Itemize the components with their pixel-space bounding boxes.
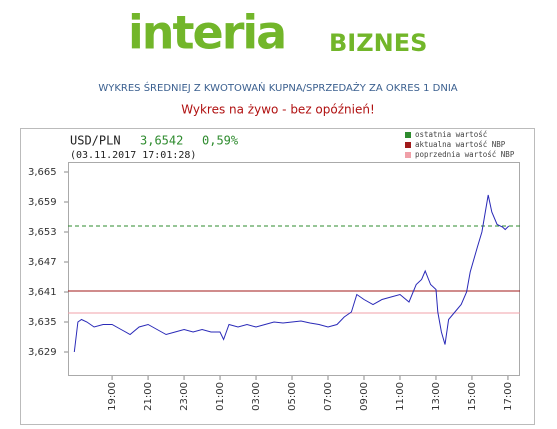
- y-tick-label: 3,641: [28, 287, 57, 298]
- x-tick-label: 07:00: [323, 382, 334, 411]
- plot-area: [68, 162, 520, 376]
- x-tick-label: 17:00: [503, 382, 514, 411]
- x-tick-label: 21:00: [143, 382, 154, 411]
- price-line: [73, 194, 510, 353]
- x-tick-label: 23:00: [179, 382, 190, 411]
- chart-frame: [20, 128, 535, 425]
- y-tick-label: 3,647: [28, 257, 57, 268]
- x-tick-label: 13:00: [431, 382, 442, 411]
- x-tick-label: 03:00: [251, 382, 262, 411]
- quote: 3,6542: [140, 134, 183, 148]
- y-tick-label: 3,665: [28, 167, 57, 178]
- logo: interia: [128, 6, 285, 60]
- x-tick-label: 01:00: [215, 382, 226, 411]
- legend-swatch: [405, 152, 411, 158]
- y-tick-label: 3,635: [28, 317, 57, 328]
- x-tick-label: 15:00: [467, 382, 478, 411]
- live-notice: Wykres na żywo - bez opóźnień!: [181, 103, 375, 117]
- x-tick-label: 19:00: [107, 382, 118, 411]
- x-tick-label: 09:00: [359, 382, 370, 411]
- legend-swatch: [405, 132, 411, 138]
- y-tick-label: 3,629: [28, 347, 57, 358]
- y-tick-label: 3,653: [28, 227, 57, 238]
- chart-title: USD/PLN: [70, 134, 121, 148]
- legend-label: poprzednia wartość NBP: [415, 150, 515, 159]
- timestamp: (03.11.2017 17:01:28): [70, 150, 196, 161]
- legend-label: ostatnia wartość: [415, 130, 487, 139]
- logo-section: BIZNES: [329, 29, 427, 57]
- x-tick-label: 11:00: [395, 382, 406, 411]
- x-tick-label: 05:00: [287, 382, 298, 411]
- subtitle: WYKRES ŚREDNIEJ Z KWOTOWAŃ KUPNA/SPRZEDA…: [98, 81, 457, 94]
- legend-swatch: [405, 142, 411, 148]
- change: 0,59%: [202, 134, 239, 148]
- legend-label: aktualna wartość NBP: [415, 140, 506, 149]
- y-tick-label: 3,659: [28, 197, 57, 208]
